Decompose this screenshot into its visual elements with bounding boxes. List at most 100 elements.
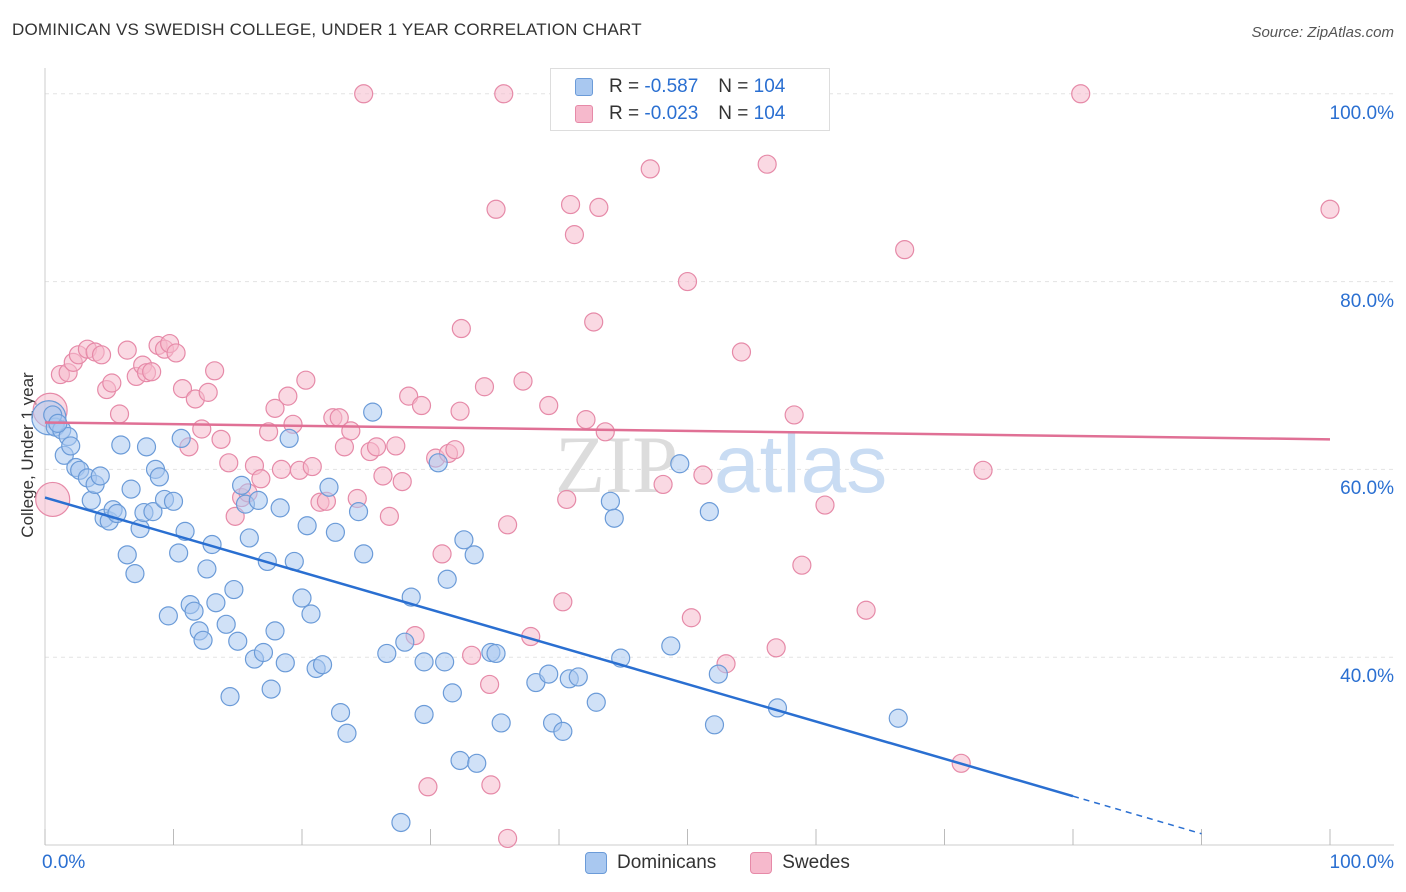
legend-n-value: 104 (753, 76, 786, 97)
swedes-point (640, 159, 660, 179)
swedes-point (486, 199, 506, 219)
legend-r-value: -0.023 (644, 103, 699, 124)
swedes-point (576, 410, 596, 430)
dominicans-point (206, 593, 226, 613)
swedes-point (445, 440, 465, 460)
dominicans-point (435, 652, 455, 672)
dominicans-point (169, 543, 189, 563)
dominicans-point (450, 750, 470, 771)
legend-r-label: R = (609, 76, 640, 97)
dominicans-point (239, 528, 259, 548)
swedes-point (895, 240, 915, 260)
dominicans-point (265, 621, 285, 641)
swedes-point (392, 471, 412, 492)
legend-swatch-blue (575, 78, 593, 96)
swedes-point (219, 453, 239, 473)
dominicans-point (261, 679, 281, 699)
legend-item-swedes: Swedes (750, 852, 850, 874)
legend-swatch-pink (575, 105, 593, 123)
dominicans-point (486, 643, 506, 664)
legend-row-swedes: R = -0.023 N = 104 (575, 101, 785, 127)
swedes-point (589, 197, 609, 218)
series-dominicans-points (31, 400, 908, 833)
swedes-point (553, 592, 573, 612)
swedes-point (653, 474, 673, 495)
swedes-point (334, 437, 355, 457)
swedes-point (584, 312, 604, 332)
legend-item-dominicans: Dominicans (585, 852, 716, 874)
dominicans-point (888, 708, 908, 728)
legend-swatch-dominicans (585, 852, 607, 874)
dominicans-point (330, 702, 351, 723)
legend-swatch-swedes (750, 852, 773, 874)
swedes-point (757, 154, 777, 174)
swedes-point (341, 421, 361, 441)
dominicans-trend-line (44, 496, 1074, 798)
dominicans-point (363, 402, 383, 422)
dominicans-point (600, 491, 621, 511)
dominicans-point (163, 491, 184, 511)
dominicans-point (437, 569, 457, 589)
series-legend: Dominicans Swedes (585, 852, 884, 874)
swedes-point (451, 318, 471, 339)
dominicans-point (708, 664, 728, 684)
legend-label-swedes: Swedes (782, 852, 850, 873)
swedes-point (271, 459, 292, 479)
dominicans-point (171, 428, 191, 449)
dominicans-point (279, 428, 299, 449)
dominicans-point (301, 604, 321, 624)
dominicans-point (699, 502, 719, 522)
dominicans-point (158, 606, 178, 626)
dominicans-point (604, 508, 624, 528)
swedes-point (379, 506, 399, 526)
dominicans-point (348, 502, 369, 522)
legend-n-label: N = (718, 76, 749, 97)
dominicans-point (111, 435, 131, 455)
swedes-point (481, 775, 501, 795)
dominicans-point (232, 475, 252, 495)
dominicans-point (319, 477, 339, 497)
dominicans-point (395, 632, 415, 652)
x-tick-label-min: 0.0% (42, 852, 86, 873)
dominicans-point (61, 436, 81, 456)
dominicans-point (464, 545, 484, 565)
swedes-point (856, 600, 876, 620)
dominicans-point (149, 467, 169, 487)
dominicans-point (248, 490, 268, 510)
x-tick-label-max: 100.0% (1329, 852, 1394, 873)
swedes-point (354, 84, 374, 104)
dominicans-point (391, 812, 411, 833)
y-tick-label: 80.0% (1340, 290, 1394, 312)
dominicans-point (467, 753, 487, 773)
axes (44, 68, 1394, 846)
swedes-point (498, 515, 518, 535)
swedes-point (109, 404, 130, 424)
swedes-point (142, 362, 162, 382)
swedes-point (474, 377, 495, 397)
swedes-point (265, 398, 285, 418)
legend-n-value: 104 (753, 103, 786, 124)
swedes-point (302, 456, 322, 477)
dominicans-point (539, 664, 559, 684)
swedes-point (225, 506, 245, 526)
swedes-point (192, 419, 212, 439)
swedes-point (432, 544, 452, 564)
swedes-point (595, 422, 615, 442)
chart-source: Source: ZipAtlas.com (1251, 24, 1394, 41)
dominicans-point (414, 652, 434, 672)
swedes-point (564, 225, 585, 245)
swedes-point (211, 429, 231, 449)
dominicans-point (312, 655, 333, 675)
dominicans-point (354, 544, 374, 564)
swedes-point (677, 271, 698, 292)
swedes-point (198, 382, 218, 402)
swedes-point (91, 345, 112, 365)
dominicans-point (125, 564, 145, 584)
chart-title: DOMINICAN VS SWEDISH COLLEGE, UNDER 1 YE… (12, 20, 642, 39)
dominicans-point (414, 704, 434, 725)
dominicans-point (442, 683, 462, 703)
grid-lines (45, 93, 1394, 658)
y-tick-label: 40.0% (1340, 666, 1394, 688)
y-tick-label: 60.0% (1340, 478, 1394, 500)
